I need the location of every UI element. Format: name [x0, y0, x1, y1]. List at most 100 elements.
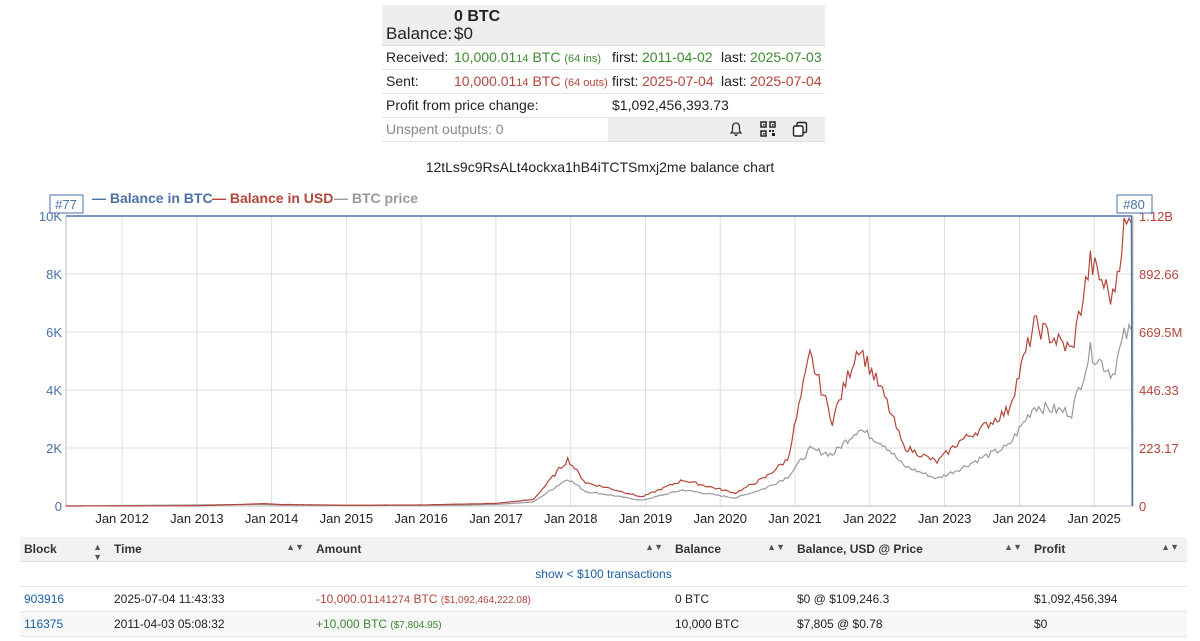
column-time[interactable]: Time ▲▼ — [110, 537, 312, 562]
x-tick-label: Jan 2018 — [544, 511, 598, 526]
marker-right: #80 — [1123, 197, 1145, 212]
tx-balance-usd: $7,805 @ $0.78 — [793, 611, 1030, 637]
x-tick-label: Jan 2024 — [993, 511, 1047, 526]
x-tick-label: Jan 2016 — [394, 511, 448, 526]
x-axis-ticks: Jan 2012 Jan 2013 Jan 2014 Jan 2015 Jan 2016… — [95, 511, 1121, 526]
copy-icon[interactable] — [792, 121, 808, 137]
tx-amount: -10,000.01141274 BTC ($1,092,464,222.08) — [312, 586, 671, 612]
received-label: Received: — [386, 49, 449, 65]
received-first-date: 2011-04-02 — [642, 49, 713, 65]
usd-balance: $0 — [454, 24, 473, 43]
column-balance-usd[interactable]: Balance, USD @ Price ▲▼ — [793, 537, 1030, 562]
x-tick-label: Jan 2017 — [469, 511, 523, 526]
profit-value: $1,092,456,393.73 — [612, 97, 729, 113]
chart-series — [65, 215, 1134, 507]
y-left-tick-label: 6K — [46, 325, 62, 340]
qr-code-icon[interactable] — [760, 121, 776, 137]
chart-title: 12tLs9c9RsALt4ockxa1hB4iTCTSmxj2me balan… — [425, 159, 775, 175]
y-right-tick-label: 446.33 — [1139, 383, 1179, 398]
x-tick-label: Jan 2022 — [843, 511, 897, 526]
series-btc-price — [65, 322, 1133, 507]
sent-first-date: 2025-07-04 — [642, 73, 714, 89]
sort-icon: ▲▼ — [1004, 542, 1022, 552]
received-last-date: 2025-07-03 — [750, 49, 822, 65]
x-tick-label: Jan 2023 — [918, 511, 972, 526]
tx-time: 2025-07-04 11:43:33 — [110, 586, 312, 612]
sort-icon: ▲▼ — [645, 542, 663, 552]
x-tick-label: Jan 2013 — [170, 511, 224, 526]
chart-legend: — Balance in BTC — Balance in USD — BTC pr… — [92, 190, 418, 206]
address-actions — [608, 118, 825, 141]
balance-header: 0 BTC Balance: $0 — [382, 5, 825, 46]
legend-entry: — Balance in BTC — [92, 190, 213, 206]
sort-icon: ▲▼ — [286, 542, 304, 552]
y-left-tick-label: 4K — [46, 383, 62, 398]
bell-icon[interactable] — [728, 121, 744, 137]
block-link[interactable]: 116375 — [24, 617, 64, 631]
show-small-row: show < $100 transactions — [20, 561, 1187, 587]
marker-right-box — [1116, 194, 1153, 214]
sent-label: Sent: — [386, 73, 419, 89]
received-amount: 10,000.0114 BTC (64 ins) — [454, 49, 602, 65]
tx-profit: $0 — [1030, 611, 1187, 637]
chart-markers: #77 #80 — [49, 194, 1153, 214]
marker-left: #77 — [55, 197, 77, 212]
received-row: Received: 10,000.0114 BTC (64 ins) first… — [382, 46, 825, 70]
y-right-tick-label: 223.17 — [1139, 441, 1179, 456]
y-left-tick-label: 8K — [46, 267, 62, 282]
column-balance[interactable]: Balance ▲▼ — [671, 537, 793, 562]
sent-row: Sent: 10,000.0114 BTC (64 outs) first: 2… — [382, 70, 825, 94]
tx-balance: 0 BTC — [671, 586, 793, 612]
series-balance-usd — [65, 217, 1133, 507]
y-left-tick-label: 0 — [55, 499, 62, 514]
legend-entry: — BTC price — [334, 190, 418, 206]
marker-left-box — [49, 194, 84, 214]
unspent-row: Unspent outputs: 0 — [382, 118, 825, 142]
sort-icon: ▲▼ — [93, 542, 102, 562]
tx-time: 2011-04-03 05:08:32 — [110, 611, 312, 637]
sent-last-label: last: — [721, 73, 747, 89]
show-small-transactions-link[interactable]: show < $100 transactions — [20, 561, 1187, 587]
legend-entry: — Balance in USD — [212, 190, 333, 206]
profit-row: Profit from price change: $1,092,456,393… — [382, 94, 825, 118]
tx-balance: 10,000 BTC — [671, 611, 793, 637]
y-right-tick-label: 0 — [1139, 499, 1146, 514]
series-balance-btc — [66, 215, 1134, 507]
tx-amount: +10,000 BTC ($7,804.95) — [312, 611, 671, 637]
column-amount[interactable]: Amount ▲▼ — [312, 537, 671, 562]
x-tick-label: Jan 2020 — [694, 511, 748, 526]
x-tick-label: Jan 2015 — [320, 511, 374, 526]
received-last-label: last: — [721, 49, 747, 65]
table-header-row: Block ▲ ▼ Time ▲▼ Amount ▲▼ Balance ▲▼ Balanc… — [20, 537, 1187, 562]
profit-label: Profit from price change: — [386, 97, 539, 113]
column-profit[interactable]: Profit ▲▼ — [1030, 537, 1187, 562]
sort-icon: ▲▼ — [767, 542, 785, 552]
column-block[interactable]: Block ▲ ▼ — [20, 537, 110, 562]
y-left-tick-label: 2K — [46, 441, 62, 456]
balance-label: Balance: — [386, 24, 453, 43]
x-tick-label: Jan 2019 — [619, 511, 673, 526]
transactions-table: Block ▲ ▼ Time ▲▼ Amount ▲▼ Balance ▲▼ Balanc… — [20, 537, 1187, 637]
table-row: 903916 2025-07-04 11:43:33 -10,000.01141… — [20, 586, 1187, 612]
x-tick-label: Jan 2025 — [1067, 511, 1121, 526]
address-summary: 0 BTC Balance: $0 Received: 10,000.0114 … — [382, 5, 825, 142]
sent-amount: 10,000.0114 BTC (64 outs) — [454, 73, 608, 89]
table-row: 116375 2011-04-03 05:08:32 +10,000 BTC (… — [20, 611, 1187, 637]
unspent-outputs: Unspent outputs: 0 — [386, 121, 504, 137]
y-right-tick-label: 669.5M — [1139, 325, 1182, 340]
sent-first-label: first: — [612, 73, 639, 89]
x-tick-label: Jan 2012 — [95, 511, 149, 526]
received-first-label: first: — [612, 49, 639, 65]
y-right-tick-label: 892.66 — [1139, 267, 1179, 282]
balance-chart[interactable]: Jan 2012 Jan 2013 Jan 2014 Jan 2015 Jan 2016… — [0, 186, 1200, 526]
x-tick-label: Jan 2014 — [245, 511, 299, 526]
tx-profit: $1,092,456,394 — [1030, 586, 1187, 612]
sent-last-date: 2025-07-04 — [750, 73, 822, 89]
block-link[interactable]: 903916 — [24, 592, 65, 606]
tx-balance-usd: $0 @ $109,246.3 — [793, 586, 1030, 612]
btc-balance: 0 BTC — [454, 8, 501, 25]
x-tick-label: Jan 2021 — [768, 511, 822, 526]
sort-icon: ▲▼ — [1161, 542, 1179, 552]
